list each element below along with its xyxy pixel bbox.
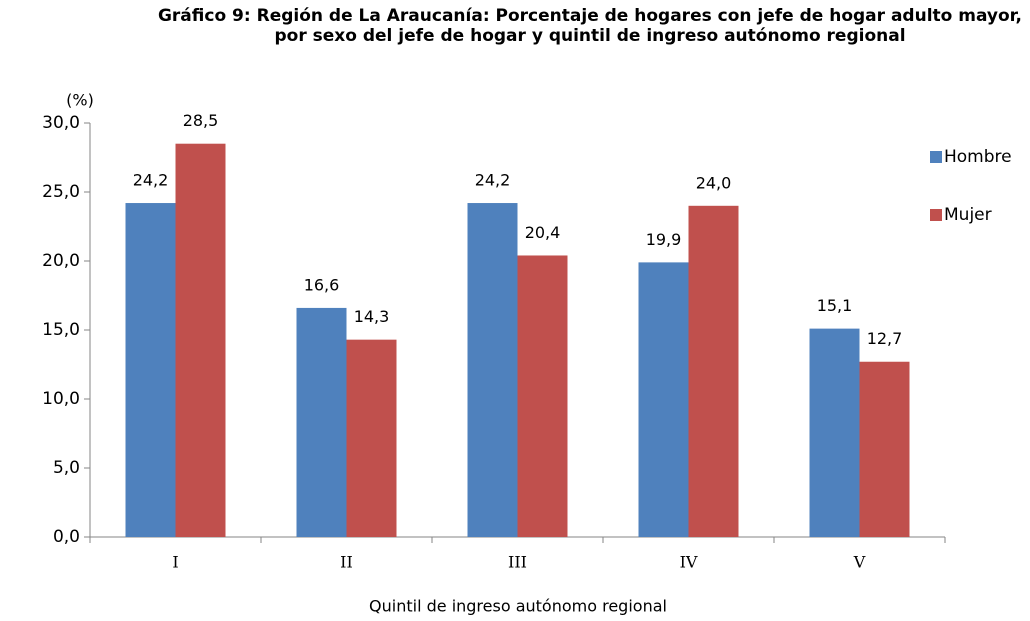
x-axis-label: Quintil de ingreso autónomo regional <box>369 597 667 616</box>
data-label: 15,1 <box>817 296 853 315</box>
data-label: 24,2 <box>133 171 169 190</box>
data-label: 20,4 <box>525 223 561 242</box>
bar <box>638 262 689 537</box>
bar <box>517 255 568 538</box>
bar <box>175 143 226 537</box>
bar <box>125 203 176 538</box>
legend-label: Mujer <box>944 205 992 225</box>
bar <box>688 205 739 538</box>
y-tick-label: 30,0 <box>42 113 80 133</box>
bar <box>467 203 518 538</box>
data-label: 24,2 <box>475 171 511 190</box>
data-label: 19,9 <box>646 230 682 249</box>
bar <box>809 328 860 537</box>
data-label: 28,5 <box>183 111 219 130</box>
legend-label: Hombre <box>944 147 1012 167</box>
y-tick-label: 20,0 <box>42 251 80 271</box>
y-tick-label: 25,0 <box>42 182 80 202</box>
chart-title: Gráfico 9: Región de La Araucanía: Porce… <box>157 6 1023 46</box>
y-tick-label: 5,0 <box>53 458 80 478</box>
legend-swatch <box>930 151 942 163</box>
x-tick-label: V <box>853 553 866 572</box>
bar <box>859 361 910 537</box>
x-tick-label: IV <box>680 553 698 572</box>
y-tick-label: 15,0 <box>42 320 80 340</box>
y-tick-label: 0,0 <box>53 527 80 547</box>
bar <box>296 307 347 537</box>
x-tick-label: III <box>508 553 527 572</box>
x-tick-label: I <box>172 553 178 572</box>
data-label: 14,3 <box>354 307 390 326</box>
x-tick-label: II <box>340 553 353 572</box>
data-label: 24,0 <box>696 173 732 192</box>
legend-swatch <box>930 209 942 221</box>
data-label: 12,7 <box>867 329 903 348</box>
y-tick-label: 10,0 <box>42 389 80 409</box>
y-unit: (%) <box>66 91 94 110</box>
data-label: 16,6 <box>304 275 340 294</box>
bar <box>346 339 397 537</box>
